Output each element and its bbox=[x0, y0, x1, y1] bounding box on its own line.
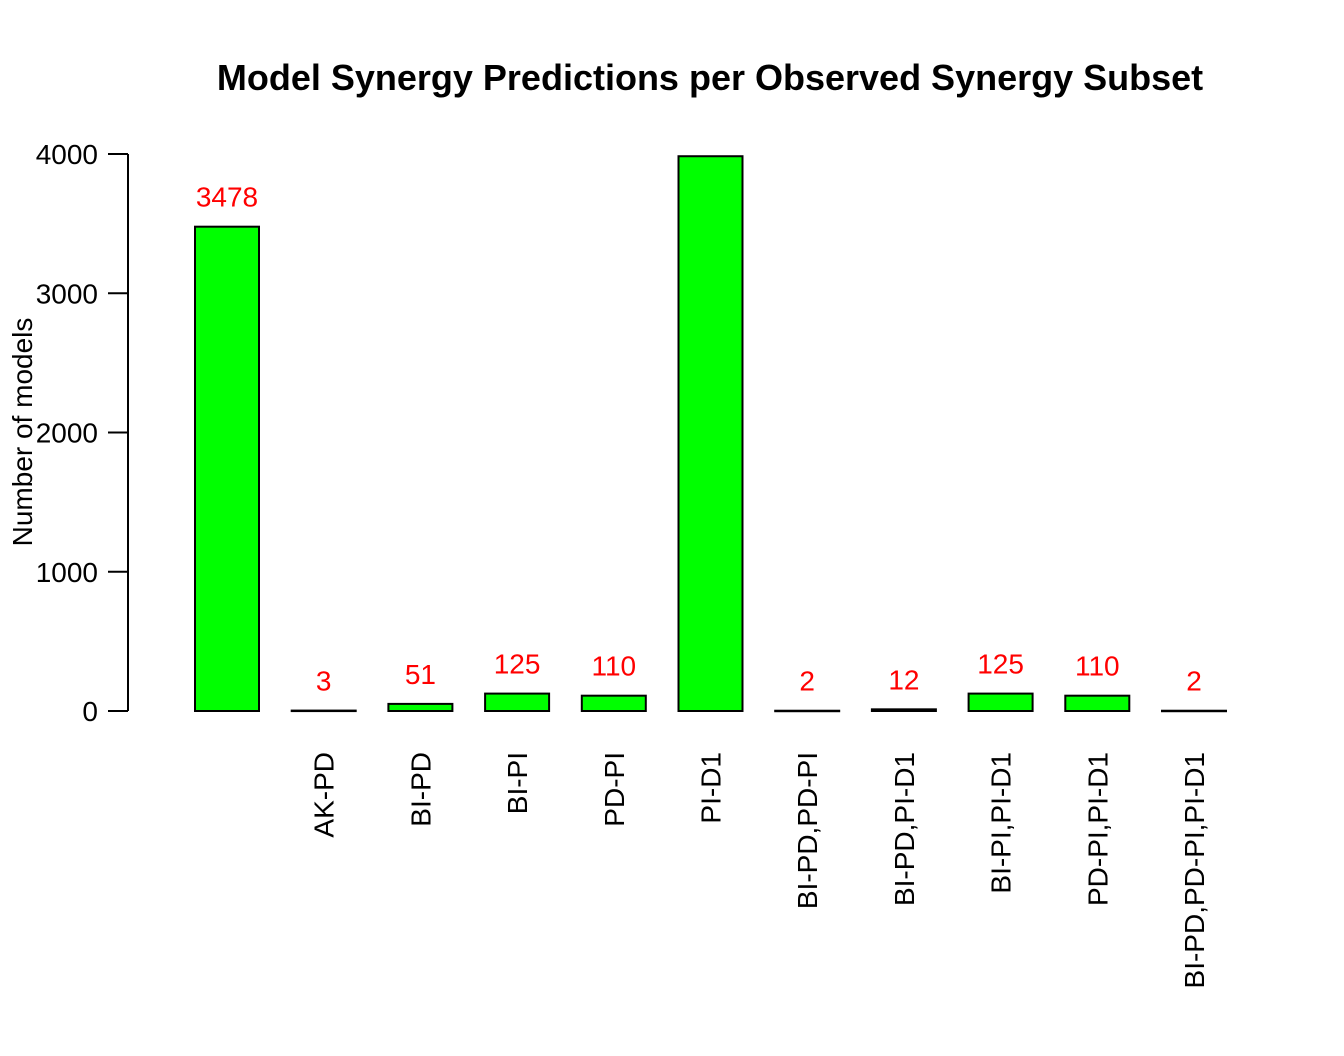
y-tick-label: 2000 bbox=[36, 418, 98, 449]
y-tick-label: 3000 bbox=[36, 278, 98, 309]
category-label: BI-PD,PD-PI bbox=[792, 752, 823, 909]
category-label: BI-PD,PD-PI,PI-D1 bbox=[1179, 752, 1210, 988]
chart-title: Model Synergy Predictions per Observed S… bbox=[217, 57, 1203, 98]
category-label: PI-D1 bbox=[696, 752, 727, 824]
category-label: BI-PI,PI-D1 bbox=[986, 752, 1017, 894]
bar bbox=[967, 692, 1034, 712]
category-label: AK-PD bbox=[309, 752, 340, 838]
category-label: PD-PI bbox=[599, 752, 630, 827]
y-axis: 0 1000 2000 3000 4000 bbox=[36, 139, 129, 727]
bar bbox=[580, 694, 647, 712]
bar-value-label: 3478 bbox=[196, 182, 258, 213]
bar-value-label: 51 bbox=[405, 659, 436, 690]
category-label: BI-PD bbox=[405, 752, 436, 827]
bar-value-label: 110 bbox=[591, 651, 636, 682]
value-labels-group: 3478 3 51 125 110 2 12 125 110 2 bbox=[196, 182, 1202, 697]
bars-group bbox=[194, 155, 1227, 713]
bar-value-label: 110 bbox=[1075, 651, 1120, 682]
bar-value-label: 3 bbox=[316, 666, 332, 697]
category-label: BI-PD,PI-D1 bbox=[889, 752, 920, 906]
bar-value-label: 2 bbox=[1186, 666, 1202, 697]
y-tick-label: 1000 bbox=[36, 557, 98, 588]
bar bbox=[774, 709, 841, 713]
bar-value-label: 2 bbox=[799, 666, 815, 697]
bar bbox=[290, 709, 357, 713]
bar bbox=[484, 692, 551, 712]
bar-value-label: 12 bbox=[888, 664, 919, 695]
category-label: PD-PI,PI-D1 bbox=[1082, 752, 1113, 906]
category-label: BI-PI bbox=[502, 752, 533, 814]
category-labels-group: AK-PD BI-PD BI-PI PD-PI PI-D1 BI-PD,PD-PI BI-P… bbox=[309, 752, 1210, 988]
y-tick-label: 0 bbox=[82, 696, 98, 727]
bar bbox=[677, 155, 744, 712]
bar bbox=[1161, 709, 1227, 713]
bar-value-label: 125 bbox=[977, 649, 1024, 680]
bar bbox=[194, 225, 260, 712]
bar bbox=[870, 708, 937, 712]
bar-value-label: 125 bbox=[494, 649, 541, 680]
y-tick-label: 4000 bbox=[36, 139, 98, 170]
y-axis-label: Number of models bbox=[7, 318, 38, 547]
bar bbox=[387, 702, 454, 713]
bar bbox=[1064, 694, 1131, 712]
